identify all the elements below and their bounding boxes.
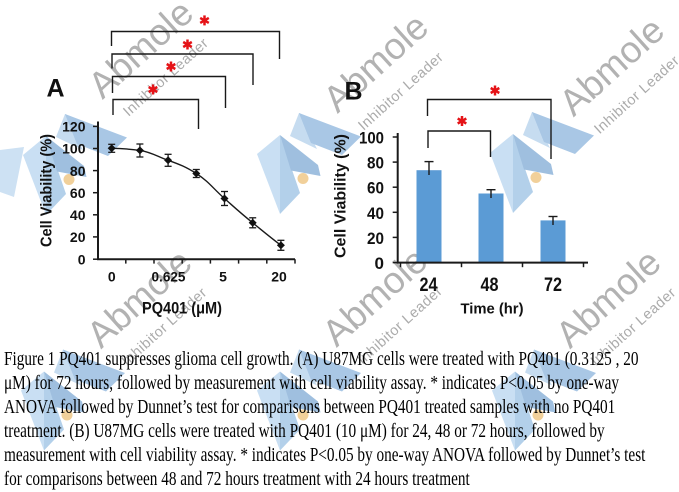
svg-text:A: A [47,75,65,103]
svg-text:40: 40 [367,204,384,223]
svg-text:60: 60 [367,179,384,198]
svg-text:0: 0 [375,254,384,273]
svg-text:40: 40 [70,207,86,223]
svg-text:120: 120 [62,119,86,135]
svg-text:Time (hr): Time (hr) [461,301,524,318]
svg-text:20: 20 [271,269,287,285]
svg-text:48: 48 [481,274,499,296]
svg-text:Cell Viability (%): Cell Viability (%) [39,134,56,247]
svg-text:100: 100 [62,141,86,157]
svg-text:20: 20 [367,229,384,248]
svg-text:0: 0 [108,269,116,285]
svg-text:5: 5 [219,269,227,285]
svg-text:80: 80 [70,163,86,179]
svg-text:100: 100 [359,129,384,148]
svg-text:0: 0 [78,251,86,267]
svg-text:0.625: 0.625 [152,269,186,285]
svg-text:24: 24 [420,274,438,296]
svg-text:80: 80 [367,154,384,173]
svg-text:72: 72 [544,274,562,296]
svg-text:20: 20 [70,229,86,245]
svg-text:60: 60 [70,185,86,201]
svg-text:B: B [345,78,363,106]
svg-text:PQ401 (μM): PQ401 (μM) [142,299,222,318]
svg-text:Cell Viability (%): Cell Viability (%) [333,134,350,258]
